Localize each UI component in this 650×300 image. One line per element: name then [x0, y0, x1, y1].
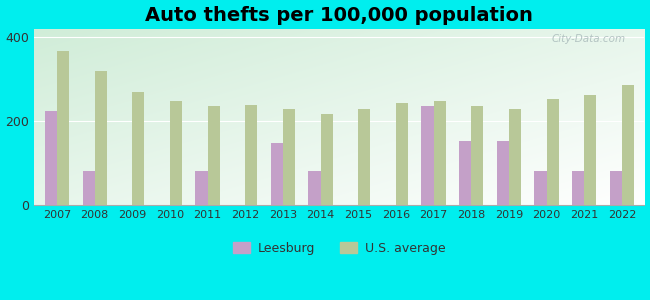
- Bar: [434, 101, 446, 205]
- Bar: [83, 171, 94, 205]
- Bar: [320, 113, 333, 205]
- Bar: [396, 103, 408, 205]
- Bar: [622, 85, 634, 205]
- Bar: [547, 99, 558, 205]
- Bar: [572, 171, 584, 205]
- Bar: [584, 95, 596, 205]
- Bar: [509, 109, 521, 205]
- Bar: [421, 106, 434, 205]
- Bar: [196, 171, 207, 205]
- Bar: [309, 171, 320, 205]
- Bar: [94, 71, 107, 205]
- Bar: [57, 51, 69, 205]
- Bar: [459, 141, 471, 205]
- Bar: [132, 92, 144, 205]
- Bar: [497, 141, 509, 205]
- Title: Auto thefts per 100,000 population: Auto thefts per 100,000 population: [146, 6, 533, 25]
- Bar: [245, 105, 257, 205]
- Bar: [471, 106, 483, 205]
- Legend: Leesburg, U.S. average: Leesburg, U.S. average: [228, 237, 451, 260]
- Bar: [534, 171, 547, 205]
- Bar: [271, 143, 283, 205]
- Bar: [283, 109, 295, 205]
- Bar: [358, 109, 370, 205]
- Bar: [45, 111, 57, 205]
- Bar: [610, 171, 622, 205]
- Text: City-Data.com: City-Data.com: [552, 34, 626, 44]
- Bar: [207, 106, 220, 205]
- Bar: [170, 101, 182, 205]
